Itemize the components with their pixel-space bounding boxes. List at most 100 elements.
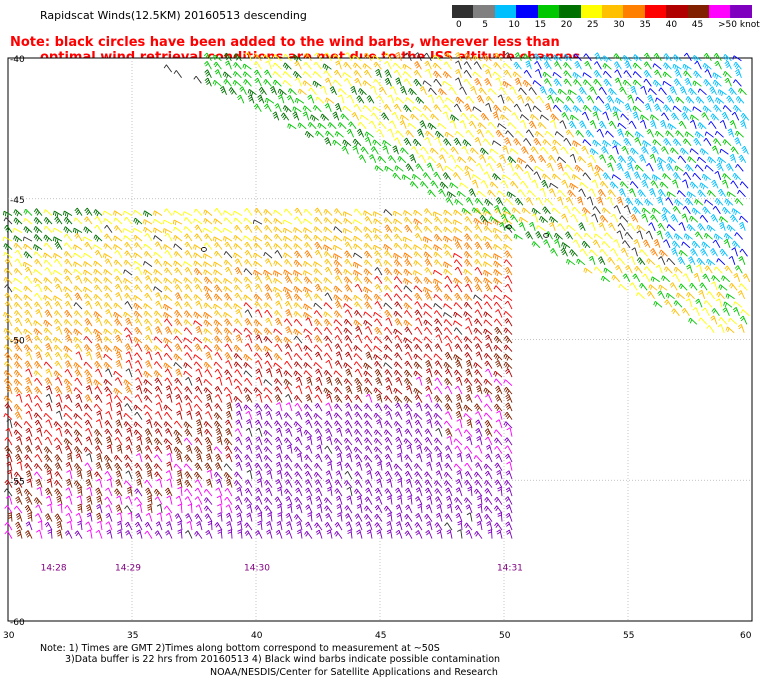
wind-barb	[336, 452, 343, 463]
wind-barb	[204, 369, 213, 378]
wind-barb	[44, 377, 53, 386]
wind-barb	[475, 512, 483, 522]
wind-barb	[663, 239, 671, 248]
wind-barb	[245, 427, 253, 437]
wind-barb	[143, 226, 153, 233]
wind-barb	[463, 497, 473, 505]
wind-barb	[292, 70, 302, 79]
wind-barb	[533, 171, 542, 180]
wind-barb	[677, 256, 686, 266]
legend-label: 0	[456, 20, 462, 30]
wind-barb	[345, 521, 353, 531]
wind-barb	[173, 260, 183, 267]
wind-barb	[739, 248, 748, 257]
wind-barb	[203, 269, 213, 276]
wind-barb	[535, 231, 543, 240]
wind-barb	[465, 368, 473, 378]
wind-barb	[194, 496, 203, 505]
wind-barb	[463, 225, 473, 233]
wind-barb	[446, 191, 456, 199]
wind-barb	[653, 53, 662, 62]
wind-barb	[263, 345, 273, 353]
wind-barb	[701, 241, 711, 249]
wind-barb	[73, 328, 83, 336]
wind-barb	[233, 328, 243, 335]
wind-barb	[511, 112, 520, 121]
wind-barb	[273, 233, 283, 242]
wind-barb	[96, 410, 103, 420]
wind-barb	[409, 154, 417, 163]
wind-barb	[472, 55, 482, 62]
wind-barb	[386, 529, 393, 539]
wind-barb	[404, 378, 413, 386]
wind-barb	[363, 454, 373, 463]
wind-barb	[64, 300, 73, 310]
wind-barb	[444, 513, 453, 522]
wind-barb	[174, 292, 183, 301]
wind-barb	[703, 53, 712, 62]
wind-barb	[356, 495, 363, 505]
wind-barb	[712, 79, 722, 87]
wind-barb	[173, 463, 183, 471]
wind-barb	[618, 283, 628, 291]
wind-barb	[365, 521, 373, 531]
wind-barb	[695, 96, 705, 104]
wind-barb	[523, 53, 532, 62]
wind-barb	[364, 377, 373, 386]
wind-barb	[443, 293, 453, 301]
wind-barb	[686, 291, 695, 300]
wind-barb	[473, 327, 483, 335]
wind-barb	[354, 420, 363, 429]
wind-barb	[123, 285, 133, 293]
wind-barb	[716, 291, 725, 300]
wind-barb	[4, 225, 13, 233]
wind-barb	[561, 213, 569, 223]
wind-barb	[368, 154, 377, 163]
wind-barb	[235, 334, 243, 344]
wind-barb	[682, 205, 691, 215]
wind-barb	[707, 156, 717, 164]
wind-barb	[453, 463, 463, 471]
wind-barb	[512, 71, 522, 79]
wind-barb	[396, 452, 403, 463]
wind-barb	[284, 462, 293, 471]
wind-barb	[520, 180, 529, 189]
wind-barb	[245, 283, 253, 293]
wind-barb	[567, 189, 576, 198]
wind-barb	[343, 378, 353, 386]
wind-barb	[163, 285, 173, 293]
wind-barb	[482, 63, 492, 70]
wind-barb	[396, 444, 403, 454]
wind-barb	[364, 479, 373, 488]
wind-barb	[475, 351, 483, 361]
wind-barb	[553, 104, 562, 113]
wind-barb	[496, 190, 506, 198]
wind-barb	[434, 386, 443, 395]
wind-barb	[482, 138, 492, 147]
wind-barb	[505, 512, 513, 522]
wind-barb	[16, 436, 23, 446]
wind-barb	[193, 277, 203, 284]
longitude-label: 55	[623, 631, 634, 641]
wind-barb	[454, 130, 464, 138]
wind-barb	[13, 268, 23, 276]
wind-barb	[264, 69, 272, 79]
wind-barb	[73, 413, 83, 420]
wind-barb	[54, 471, 63, 480]
wind-barb	[661, 206, 671, 215]
wind-barb	[599, 248, 608, 257]
wind-barb	[370, 112, 380, 121]
wind-barb	[95, 334, 103, 344]
wind-barb	[372, 244, 383, 251]
wind-barb	[154, 377, 163, 386]
wind-barb	[395, 436, 403, 446]
wind-barb	[124, 250, 133, 259]
wind-barb	[485, 102, 492, 112]
wind-barb	[504, 318, 513, 327]
wind-barb	[444, 52, 452, 61]
wind-barb	[594, 171, 602, 180]
wind-barb	[633, 239, 641, 248]
wind-barb	[483, 505, 493, 514]
wind-barb	[124, 301, 133, 310]
wind-barb	[252, 219, 263, 225]
